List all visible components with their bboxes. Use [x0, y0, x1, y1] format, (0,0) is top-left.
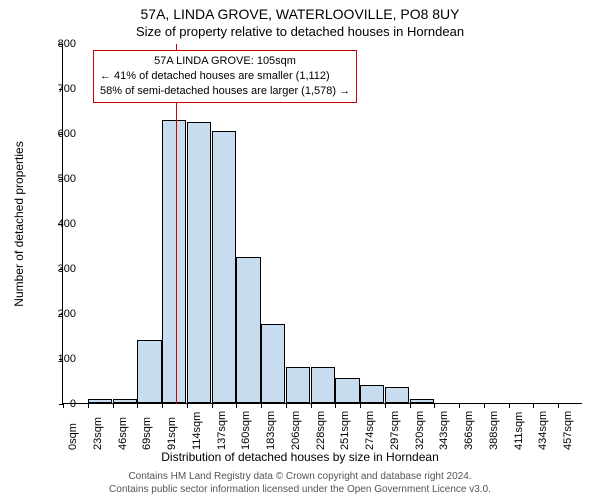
- y-tick-label: 400: [36, 218, 76, 230]
- histogram-bar: [137, 340, 161, 403]
- x-tick: [533, 404, 534, 408]
- x-tick: [187, 404, 188, 408]
- footer-line: Contains public sector information licen…: [0, 483, 600, 496]
- x-tick-label: 366sqm: [463, 411, 475, 450]
- y-tick-label: 600: [36, 128, 76, 140]
- annotation-line: ← 41% of detached houses are smaller (1,…: [100, 69, 350, 84]
- histogram-bar: [286, 367, 310, 403]
- x-tick-label: 23sqm: [92, 417, 104, 450]
- x-tick: [558, 404, 559, 408]
- histogram-bar: [88, 399, 112, 404]
- histogram-bar: [187, 122, 211, 403]
- x-tick: [360, 404, 361, 408]
- y-tick-label: 0: [36, 398, 76, 410]
- x-tick-label: 183sqm: [265, 411, 277, 450]
- x-tick-label: 434sqm: [537, 411, 549, 450]
- x-tick-label: 251sqm: [339, 411, 351, 450]
- chart-container: 57A, LINDA GROVE, WATERLOOVILLE, PO8 8UY…: [0, 0, 600, 500]
- x-tick-label: 137sqm: [216, 411, 228, 450]
- histogram-bar: [113, 399, 137, 404]
- chart-area: 0sqm23sqm46sqm69sqm91sqm114sqm137sqm160s…: [62, 44, 582, 404]
- annotation-box: 57A LINDA GROVE: 105sqm← 41% of detached…: [93, 50, 357, 103]
- histogram-bar: [261, 324, 285, 403]
- y-tick-label: 200: [36, 308, 76, 320]
- histogram-bar: [335, 378, 359, 403]
- histogram-bar: [385, 387, 409, 403]
- x-tick-label: 388sqm: [488, 411, 500, 450]
- histogram-bar: [236, 257, 260, 403]
- histogram-bar: [360, 385, 384, 403]
- x-tick-label: 320sqm: [414, 411, 426, 450]
- x-tick-label: 457sqm: [562, 411, 574, 450]
- y-tick-label: 800: [36, 38, 76, 50]
- footer-attribution: Contains HM Land Registry data © Crown c…: [0, 470, 600, 496]
- x-tick-label: 297sqm: [389, 411, 401, 450]
- x-tick-label: 69sqm: [141, 417, 153, 450]
- annotation-line: 58% of semi-detached houses are larger (…: [100, 84, 350, 99]
- y-tick-label: 100: [36, 353, 76, 365]
- footer-line: Contains HM Land Registry data © Crown c…: [0, 470, 600, 483]
- x-tick-label: 343sqm: [438, 411, 450, 450]
- histogram-bar: [410, 399, 434, 404]
- histogram-bar: [212, 131, 236, 403]
- x-tick: [88, 404, 89, 408]
- x-tick-label: 206sqm: [290, 411, 302, 450]
- x-tick: [261, 404, 262, 408]
- x-tick-label: 228sqm: [315, 411, 327, 450]
- x-tick-label: 0sqm: [67, 423, 79, 450]
- plot-area: 0sqm23sqm46sqm69sqm91sqm114sqm137sqm160s…: [62, 44, 582, 404]
- x-tick: [335, 404, 336, 408]
- x-tick-label: 46sqm: [117, 417, 129, 450]
- x-tick: [212, 404, 213, 408]
- x-tick-label: 411sqm: [513, 412, 525, 450]
- y-tick-label: 300: [36, 263, 76, 275]
- x-tick-label: 91sqm: [166, 417, 178, 450]
- x-tick: [113, 404, 114, 408]
- y-tick-label: 700: [36, 83, 76, 95]
- x-tick: [162, 404, 163, 408]
- x-tick: [434, 404, 435, 408]
- x-tick: [484, 404, 485, 408]
- x-tick-label: 160sqm: [240, 411, 252, 450]
- x-tick: [236, 404, 237, 408]
- histogram-bar: [162, 120, 186, 404]
- annotation-line: 57A LINDA GROVE: 105sqm: [100, 54, 350, 69]
- x-tick: [137, 404, 138, 408]
- x-tick-label: 114sqm: [191, 412, 203, 450]
- y-axis-label: Number of detached properties: [12, 59, 26, 224]
- x-tick-label: 274sqm: [364, 411, 376, 450]
- chart-subtitle: Size of property relative to detached ho…: [0, 24, 600, 39]
- x-tick: [410, 404, 411, 408]
- x-tick: [286, 404, 287, 408]
- x-tick: [311, 404, 312, 408]
- chart-title: 57A, LINDA GROVE, WATERLOOVILLE, PO8 8UY: [0, 6, 600, 22]
- x-tick: [459, 404, 460, 408]
- histogram-bar: [311, 367, 335, 403]
- x-tick: [385, 404, 386, 408]
- x-axis-label: Distribution of detached houses by size …: [0, 450, 600, 464]
- x-tick: [509, 404, 510, 408]
- y-tick-label: 500: [36, 173, 76, 185]
